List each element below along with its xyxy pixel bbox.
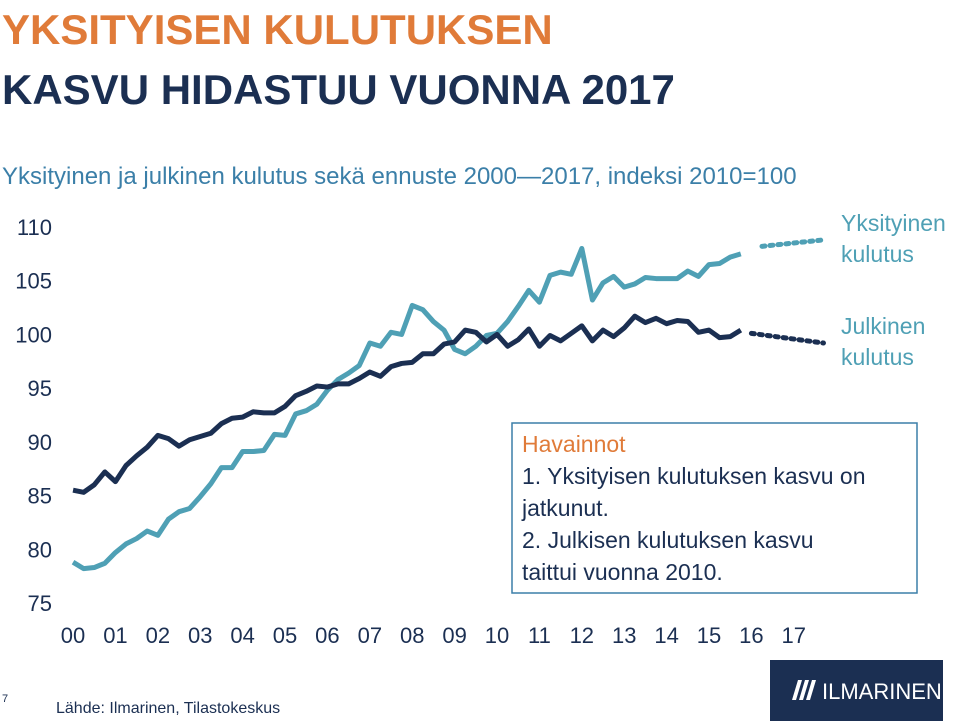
forecast-line — [748, 330, 826, 346]
x-tick-label: 14 — [654, 623, 678, 648]
x-tick-label: 17 — [782, 623, 806, 648]
x-tick-label: 04 — [230, 623, 254, 648]
series-line — [72, 313, 743, 495]
note-line: taittui vuonna 2010. — [522, 559, 723, 585]
x-tick-label: 05 — [273, 623, 297, 648]
x-tick-label: 00 — [61, 623, 85, 648]
x-tick-label: 09 — [442, 623, 466, 648]
page-number: 7 — [2, 693, 8, 705]
x-tick-label: 03 — [188, 623, 212, 648]
x-tick-label: 10 — [485, 623, 509, 648]
x-tick-label: 07 — [358, 623, 382, 648]
y-tick-label: 105 — [15, 269, 52, 294]
note-line: 1. Yksityisen kulutuksen kasvu on — [522, 463, 865, 489]
x-tick-label: 15 — [697, 623, 721, 648]
subtitle: Yksityinen ja julkinen kulutus sekä ennu… — [2, 163, 797, 190]
y-tick-label: 80 — [28, 537, 52, 562]
y-tick-label: 110 — [17, 215, 52, 240]
note-box — [511, 422, 918, 594]
x-tick-label: 06 — [315, 623, 339, 648]
x-tick-label: 02 — [146, 623, 170, 648]
note-title: Havainnot — [522, 431, 626, 457]
y-tick-label: 100 — [15, 322, 52, 347]
x-tick-label: 11 — [528, 623, 551, 648]
series-label: kulutus — [841, 344, 914, 370]
forecast-line — [759, 237, 826, 249]
x-tick-label: 13 — [612, 623, 636, 648]
y-tick-label: 85 — [28, 484, 52, 509]
y-tick-label: 75 — [28, 591, 52, 616]
series-label: Julkinen — [841, 313, 925, 339]
source: Lähde: Ilmarinen, Tilastokeskus — [56, 700, 280, 717]
note-line: jatkunut. — [521, 495, 609, 521]
logo-icon — [792, 680, 816, 700]
x-tick-label: 08 — [400, 623, 424, 648]
logo-text: ILMARINEN — [822, 679, 942, 704]
series-line — [71, 245, 742, 572]
y-tick-label: 90 — [28, 430, 52, 455]
y-tick-label: 95 — [28, 376, 52, 401]
series-label: Yksityinen — [841, 210, 946, 236]
title-line: KASVU HIDASTUU VUONNA 2017 — [2, 66, 675, 113]
title-line: YKSITYISEN KULUTUKSEN — [2, 6, 553, 53]
x-tick-label: 12 — [570, 623, 594, 648]
x-tick-label: 16 — [739, 623, 763, 648]
series-label: kulutus — [841, 241, 914, 267]
note-line: 2. Julkisen kulutuksen kasvu — [522, 527, 814, 553]
x-tick-label: 01 — [103, 623, 127, 648]
